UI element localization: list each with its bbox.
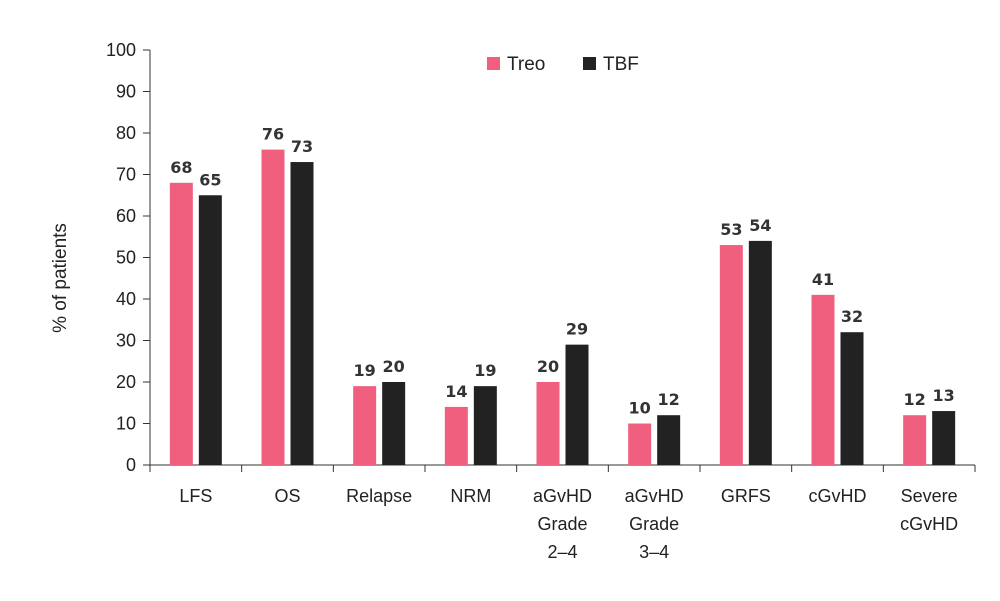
bar-tbf: [657, 415, 681, 465]
data-label: 20: [383, 357, 405, 376]
x-tick-label: NRM: [450, 486, 491, 506]
data-label: 14: [445, 382, 467, 401]
data-label: 32: [841, 307, 863, 326]
bar-tbf: [473, 386, 497, 465]
x-axis: LFS OS Relapse NRM aGvHD Grade 2–4 aGvHD Grade 3–…: [149, 464, 976, 562]
data-label: 76: [262, 125, 284, 144]
legend-swatch-treo: [487, 57, 500, 70]
y-axis: 0 10 20 30 40 50 60 70 80 90 100: [106, 40, 151, 475]
data-label: 68: [170, 158, 192, 177]
bar-treo: [261, 149, 285, 465]
legend-swatch-tbf: [583, 57, 596, 70]
y-tick-label: 40: [116, 289, 136, 309]
x-tick-label: cGvHD: [809, 486, 867, 506]
data-label: 65: [199, 170, 221, 189]
bar-tbf: [565, 344, 589, 465]
y-tick-label: 20: [116, 372, 136, 392]
data-label: 19: [354, 361, 376, 380]
y-tick-label: 70: [116, 165, 136, 185]
data-label: 12: [904, 390, 926, 409]
y-tick-label: 80: [116, 123, 136, 143]
data-label: 73: [291, 137, 313, 156]
bar-treo: [353, 386, 377, 465]
y-tick-label: 50: [116, 248, 136, 268]
data-label: 54: [749, 216, 771, 235]
legend-label-tbf: TBF: [603, 54, 639, 75]
data-label: 20: [537, 357, 559, 376]
data-label: 19: [474, 361, 496, 380]
bar-tbf: [382, 382, 406, 465]
bars: [169, 149, 956, 466]
data-label: 41: [812, 270, 834, 289]
data-label: 29: [566, 320, 588, 339]
legend-label-treo: Treo: [507, 54, 545, 75]
bar-tbf: [198, 195, 222, 465]
bar-tbf: [748, 240, 772, 465]
y-tick-label: 60: [116, 206, 136, 226]
x-tick-label: aGvHD: [533, 486, 592, 506]
x-tick-label: GRFS: [721, 486, 771, 506]
y-tick-label: 90: [116, 82, 136, 102]
x-tick-label: Grade: [629, 514, 679, 534]
bar-treo: [628, 423, 652, 465]
bar-tbf: [290, 162, 314, 466]
x-tick-label: LFS: [179, 486, 212, 506]
bar-treo: [169, 182, 193, 466]
x-tick-label: Grade: [537, 514, 587, 534]
x-tick-label: 2–4: [547, 542, 577, 562]
x-tick-label: Severe: [901, 486, 958, 506]
x-tick-label: OS: [274, 486, 300, 506]
x-tick-label: 3–4: [639, 542, 669, 562]
y-tick-label: 30: [116, 331, 136, 351]
bar-treo: [719, 245, 743, 465]
data-labels: 68 76 19 14 20 10 53 41 12 65 73 20 19 29 12 54 32 13: [170, 125, 955, 418]
legend: Treo TBF: [487, 54, 639, 75]
y-tick-label: 10: [116, 414, 136, 434]
data-label: 10: [629, 399, 651, 418]
x-tick-label: Relapse: [346, 486, 412, 506]
bar-tbf: [840, 332, 864, 465]
y-tick-label: 0: [126, 455, 136, 475]
data-label: 53: [720, 220, 742, 239]
x-tick-label: aGvHD: [625, 486, 684, 506]
bar-treo: [903, 415, 927, 465]
y-tick-label: 100: [106, 40, 136, 60]
bar-tbf: [932, 411, 956, 465]
y-axis-title: % of patients: [50, 223, 71, 333]
data-label: 13: [933, 386, 955, 405]
bar-treo: [444, 406, 468, 465]
x-tick-label: cGvHD: [900, 514, 958, 534]
data-label: 12: [658, 390, 680, 409]
bar-treo: [536, 382, 560, 465]
bar-treo: [811, 294, 835, 465]
